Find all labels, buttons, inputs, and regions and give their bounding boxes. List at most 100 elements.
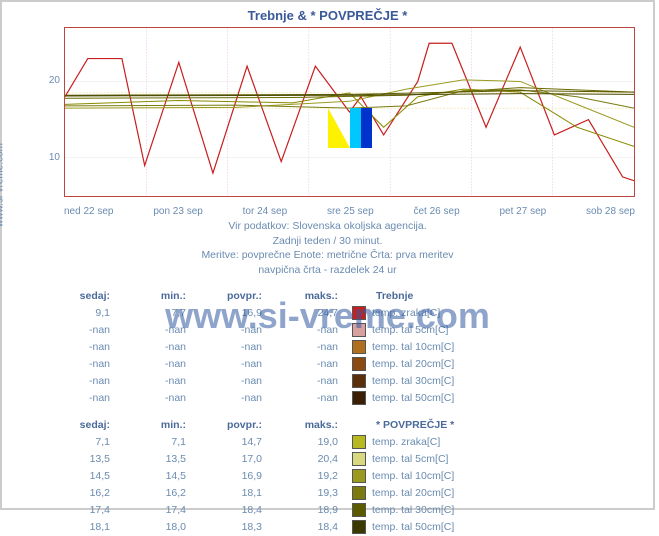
sub-caption: Vir podatkov: Slovenska okoljska agencij… [2,219,653,278]
legend-swatch [352,391,366,405]
table-row: 17,417,418,418,9temp. tal 30cm[C] [48,502,627,519]
cell-value: 19,2 [276,470,352,482]
cell-value: 17,0 [200,453,276,465]
cell-value: 7,1 [48,436,124,448]
x-tick-label: pet 27 sep [499,206,546,217]
table-row: -nan-nan-nan-nantemp. tal 5cm[C] [48,322,627,339]
x-tick-label: ned 22 sep [64,206,114,217]
legend-label: temp. tal 20cm[C] [372,487,627,499]
legend-label: temp. tal 10cm[C] [372,470,627,482]
cell-value: 7,1 [124,436,200,448]
x-tick-label: pon 23 sep [153,206,203,217]
table-row: 7,17,114,719,0temp. zraka[C] [48,434,627,451]
x-tick-label: čet 26 sep [414,206,460,217]
caption-line: Zadnji teden / 30 minut. [2,234,653,249]
cell-value: -nan [276,392,352,404]
legend-label: temp. tal 50cm[C] [372,392,627,404]
table-gap [48,407,627,417]
cell-value: 18,3 [200,521,276,533]
table-row: 16,216,218,119,3temp. tal 20cm[C] [48,485,627,502]
cell-value: 16,9 [200,470,276,482]
cell-value: 18,4 [200,504,276,516]
legend-swatch [352,486,366,500]
cell-value: -nan [124,375,200,387]
legend-swatch [352,469,366,483]
source-url-side: www.si-vreme.com [0,143,6,227]
x-tick-label: tor 24 sep [243,206,287,217]
chart-title: Trebnje & * POVPREČJE * [2,2,653,23]
cell-value: 16,2 [48,487,124,499]
cell-value: -nan [48,375,124,387]
cell-value: 7,7 [124,307,200,319]
cell-value: 13,5 [124,453,200,465]
legend-label: temp. tal 50cm[C] [372,521,627,533]
legend-swatch [352,520,366,534]
cell-value: 9,1 [48,307,124,319]
legend-swatch [352,340,366,354]
table-row: -nan-nan-nan-nantemp. tal 30cm[C] [48,373,627,390]
table-row: 9,17,716,924,7temp. zraka[C] [48,305,627,322]
legend-label: temp. tal 20cm[C] [372,358,627,370]
cell-value: -nan [276,324,352,336]
legend-swatch [352,435,366,449]
legend-header: * POVPREČJE * [376,419,454,431]
table-row: 13,513,517,020,4temp. tal 5cm[C] [48,451,627,468]
legend-swatch [352,323,366,337]
x-axis-labels: ned 22 sep pon 23 sep tor 24 sep sre 25 sep… [64,206,635,217]
cell-value: 20,4 [276,453,352,465]
caption-line: Meritve: povprečne Enote: metrične Črta:… [2,248,653,263]
legend-label: temp. zraka[C] [372,436,627,448]
table-row: -nan-nan-nan-nantemp. tal 20cm[C] [48,356,627,373]
plot-box [64,27,635,197]
cell-value: 14,5 [124,470,200,482]
legend-swatch [352,357,366,371]
legend-label: temp. zraka[C] [372,307,627,319]
legend-swatch [352,374,366,388]
cell-value: -nan [48,341,124,353]
cell-value: 24,7 [276,307,352,319]
legend-header: Trebnje [376,290,413,302]
chart-container: www.si-vreme.com Trebnje & * POVPREČJE *… [0,0,655,510]
cell-value: -nan [48,358,124,370]
table-header: sedaj:min.:povpr.:maks.:Trebnje [48,288,627,305]
col-header: sedaj: [48,290,124,302]
cell-value: -nan [124,324,200,336]
cell-value: 19,0 [276,436,352,448]
cell-value: -nan [200,392,276,404]
cell-value: 18,4 [276,521,352,533]
y-tick-label: 10 [36,152,60,163]
legend-swatch [352,306,366,320]
cell-value: 14,5 [48,470,124,482]
col-header: min.: [124,290,200,302]
col-header: povpr.: [200,419,276,431]
table-row: -nan-nan-nan-nantemp. tal 50cm[C] [48,390,627,407]
x-tick-label: sob 28 sep [586,206,635,217]
legend-label: temp. tal 30cm[C] [372,375,627,387]
cell-value: -nan [124,358,200,370]
x-tick-label: sre 25 sep [327,206,374,217]
cell-value: -nan [48,392,124,404]
cell-value: -nan [48,324,124,336]
cell-value: 18,1 [48,521,124,533]
legend-label: temp. tal 5cm[C] [372,324,627,336]
watermark-logo [328,108,372,148]
cell-value: 14,7 [200,436,276,448]
cell-value: 18,0 [124,521,200,533]
cell-value: -nan [276,375,352,387]
cell-value: -nan [276,358,352,370]
cell-value: -nan [200,375,276,387]
cell-value: -nan [124,392,200,404]
plot-area: ned 22 sep pon 23 sep tor 24 sep sre 25 sep… [36,27,635,217]
cell-value: 13,5 [48,453,124,465]
col-header: sedaj: [48,419,124,431]
cell-value: -nan [200,341,276,353]
cell-value: 17,4 [124,504,200,516]
caption-line: Vir podatkov: Slovenska okoljska agencij… [2,219,653,234]
data-tables: sedaj:min.:povpr.:maks.:Trebnje 9,17,7 16,… [48,288,627,536]
cell-value: -nan [124,341,200,353]
legend-label: temp. tal 5cm[C] [372,453,627,465]
cell-value: 17,4 [48,504,124,516]
cell-value: -nan [276,341,352,353]
col-header: povpr.: [200,290,276,302]
table-row: 18,118,018,318,4 temp. tal 50cm[C] [48,519,627,536]
